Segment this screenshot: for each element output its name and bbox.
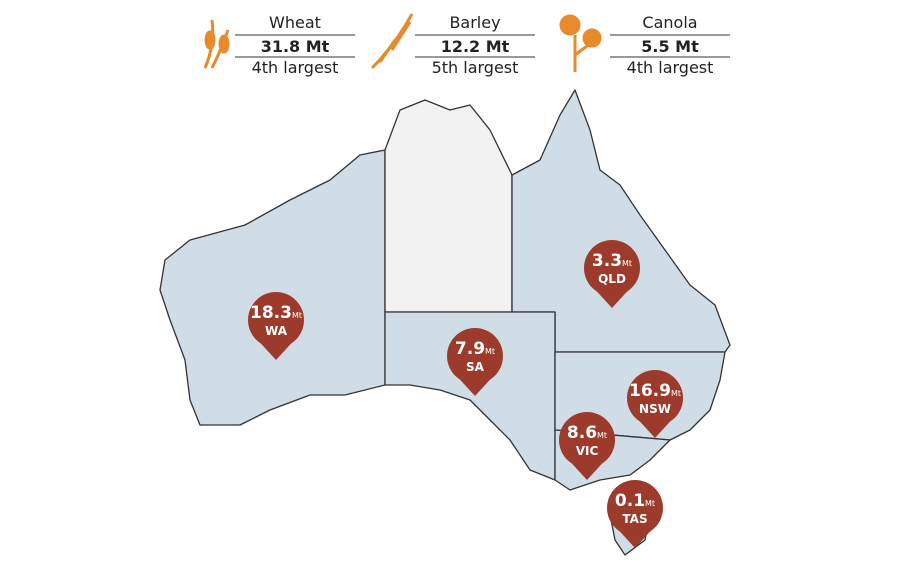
- unit: Mt: [645, 499, 655, 508]
- pin-marker: [248, 292, 304, 348]
- value: 0.1: [615, 491, 645, 511]
- pin-value: 18.3Mt: [250, 303, 302, 323]
- unit: Mt: [622, 259, 632, 268]
- value: 16.9: [629, 381, 671, 401]
- value: 8.6: [567, 423, 597, 443]
- state-label: NSW: [639, 402, 671, 416]
- pin-value: 16.9Mt: [629, 381, 681, 401]
- pin-value: 0.1Mt: [615, 491, 655, 511]
- unit: Mt: [292, 311, 302, 320]
- pin-marker: [559, 412, 615, 468]
- value: 18.3: [250, 303, 292, 323]
- state-nt: [384, 99, 513, 313]
- pins: 18.3MtWA7.9MtSA3.3MtQLD16.9MtNSW8.6MtVIC…: [248, 240, 683, 548]
- pin-marker: [607, 480, 663, 536]
- pin-marker: [627, 370, 683, 426]
- crop-rank: 5th largest: [432, 58, 519, 77]
- canola-icon: [559, 14, 602, 72]
- pin-value: 8.6Mt: [567, 423, 607, 443]
- state-label: SA: [466, 360, 485, 374]
- state-label: TAS: [622, 512, 647, 526]
- value: 3.3: [592, 251, 622, 271]
- state-label: VIC: [576, 444, 599, 458]
- unit: Mt: [671, 389, 681, 398]
- unit: Mt: [485, 347, 495, 356]
- crop-name: Barley: [449, 13, 500, 32]
- pin-marker: [447, 328, 503, 384]
- unit: Mt: [597, 431, 607, 440]
- pin-marker: [584, 240, 640, 296]
- state-wa: [159, 149, 386, 426]
- state-label: WA: [265, 324, 288, 338]
- state-label: QLD: [598, 272, 626, 286]
- barley-icon: [370, 13, 414, 70]
- crop-name: Wheat: [269, 13, 321, 32]
- crop-name: Canola: [642, 13, 697, 32]
- legend-icons: [203, 13, 602, 72]
- pin-value: 3.3Mt: [592, 251, 632, 271]
- crop-rank: 4th largest: [252, 58, 339, 77]
- value: 7.9: [455, 339, 485, 359]
- wheat-icon: [203, 19, 230, 69]
- crop-rank: 4th largest: [627, 58, 714, 77]
- crop-amount: 31.8 Mt: [261, 37, 330, 56]
- crop-amount: 12.2 Mt: [441, 37, 510, 56]
- legend: Wheat 31.8 Mt 4th largest Barley 12.2 Mt 5th …: [235, 13, 730, 77]
- pin-value: 7.9Mt: [455, 339, 495, 359]
- crop-amount: 5.5 Mt: [641, 37, 699, 56]
